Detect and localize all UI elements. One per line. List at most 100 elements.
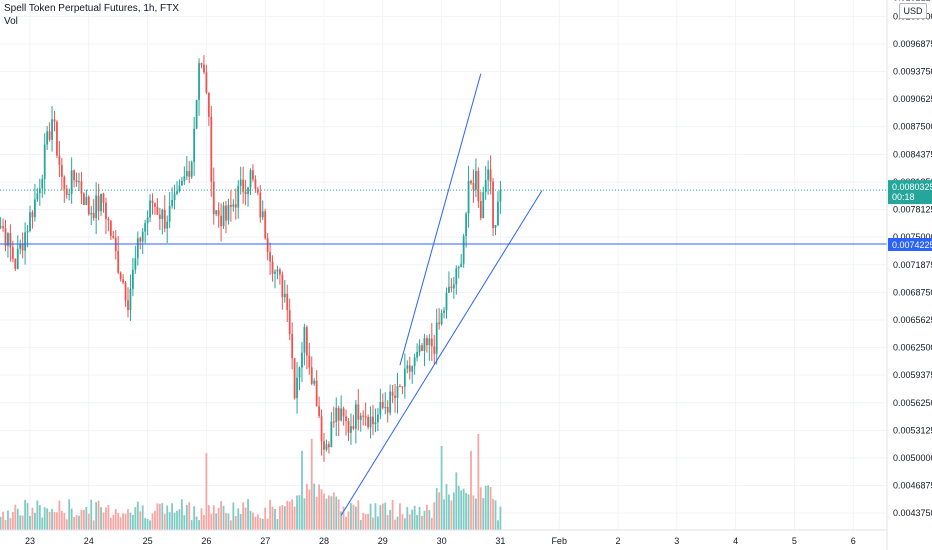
trend-line[interactable] xyxy=(399,73,482,366)
candle-body xyxy=(4,228,7,246)
volume-bar xyxy=(38,505,41,530)
volume-bar xyxy=(497,520,499,530)
time-tick-label: 25 xyxy=(143,536,153,546)
volume-bar xyxy=(158,503,161,530)
candle-body xyxy=(401,386,404,388)
candle-body xyxy=(154,203,156,207)
volume-bar xyxy=(457,485,460,530)
volume-bar xyxy=(36,500,39,530)
candle-body xyxy=(102,193,105,203)
candle-body xyxy=(36,193,39,200)
candle-body xyxy=(440,312,443,325)
candle-body xyxy=(477,170,480,202)
volume-label[interactable]: Vol xyxy=(4,16,18,27)
candle-body xyxy=(171,200,173,206)
volume-bar xyxy=(484,485,487,530)
volume-bar xyxy=(212,505,215,530)
volume-bar xyxy=(117,512,120,530)
candle-body xyxy=(330,421,333,448)
candle-body xyxy=(335,407,338,423)
volume-bar xyxy=(60,510,63,530)
candle-body xyxy=(41,179,44,189)
time-axis[interactable]: 23 24 25 26 27 28 29 30 31 Feb 2 3 4 5 6 xyxy=(25,536,856,546)
volume-bar xyxy=(205,453,208,530)
currency-button[interactable]: USD xyxy=(899,3,927,19)
volume-bar xyxy=(445,484,448,530)
candle-body xyxy=(100,193,102,212)
volume-bar xyxy=(43,507,46,530)
candle-body xyxy=(499,190,502,202)
volume-bar xyxy=(181,499,183,530)
candle-body xyxy=(418,345,421,352)
volume-bar xyxy=(374,503,377,530)
volume-bar xyxy=(335,496,338,530)
candle-body xyxy=(161,209,164,219)
trend-line[interactable] xyxy=(340,190,543,516)
candle-body xyxy=(489,169,492,182)
price-tick-label: 0.0090625 xyxy=(893,94,932,104)
candle-body xyxy=(232,204,235,207)
candle-body xyxy=(354,404,357,429)
volume-bar xyxy=(293,506,296,530)
candle-body xyxy=(87,196,90,215)
drawing-lines[interactable] xyxy=(0,73,887,516)
volume-bar xyxy=(56,512,58,530)
volume-bar xyxy=(305,483,308,530)
candle-body xyxy=(374,422,377,425)
candle-body xyxy=(332,421,335,423)
price-tick-label: 0.0087500 xyxy=(893,122,932,132)
candle-body xyxy=(252,170,254,180)
candle-body xyxy=(448,286,450,293)
candle-body xyxy=(452,284,455,289)
symbol-title[interactable]: Spell Token Perpetual Futures, 1h, FTX xyxy=(4,3,179,14)
candle-body xyxy=(379,402,382,415)
volume-bar xyxy=(114,508,117,530)
candle-body xyxy=(318,406,320,417)
candle-body xyxy=(274,271,276,274)
candle-body xyxy=(73,170,75,181)
candle-body xyxy=(60,164,63,177)
candle-body xyxy=(428,338,431,346)
volume-bar xyxy=(31,507,34,530)
volume-bar xyxy=(276,518,279,530)
candle-body xyxy=(129,288,132,311)
volume-bar xyxy=(350,503,352,530)
volume-bar xyxy=(163,513,166,530)
volume-bar xyxy=(183,515,186,530)
volume-bar xyxy=(75,515,78,530)
volume-bar xyxy=(139,511,142,530)
volume-bar xyxy=(105,507,107,530)
volume-bar xyxy=(4,519,7,530)
volume-bar xyxy=(136,501,139,530)
candle-body xyxy=(298,367,301,378)
candle-body xyxy=(465,213,467,236)
candle-body xyxy=(107,218,110,221)
candle-body xyxy=(381,402,384,408)
candle-body xyxy=(433,346,436,354)
candle-body xyxy=(215,210,218,215)
candle-body xyxy=(222,205,225,227)
candle-body xyxy=(53,119,56,122)
volume-bar xyxy=(14,504,17,530)
candle-body xyxy=(340,408,343,421)
candle-body xyxy=(188,171,191,177)
candle-body xyxy=(230,204,232,207)
volume-bars xyxy=(0,434,502,530)
volume-bar xyxy=(479,487,482,530)
hline-price-label: 0.0074225 xyxy=(892,240,932,250)
volume-bar xyxy=(220,501,222,530)
candle-body xyxy=(117,251,120,273)
volume-bar xyxy=(41,517,44,530)
volume-bar xyxy=(80,509,83,530)
volume-bar xyxy=(462,488,465,530)
time-tick-label: 23 xyxy=(25,536,35,546)
time-tick-label: 26 xyxy=(201,536,211,546)
volume-bar xyxy=(232,502,235,530)
volume-bar xyxy=(256,514,259,530)
candle-body xyxy=(475,170,477,190)
volume-bar xyxy=(24,499,26,530)
volume-bar xyxy=(51,509,53,530)
candle-body xyxy=(141,231,144,242)
candle-body xyxy=(303,327,306,353)
